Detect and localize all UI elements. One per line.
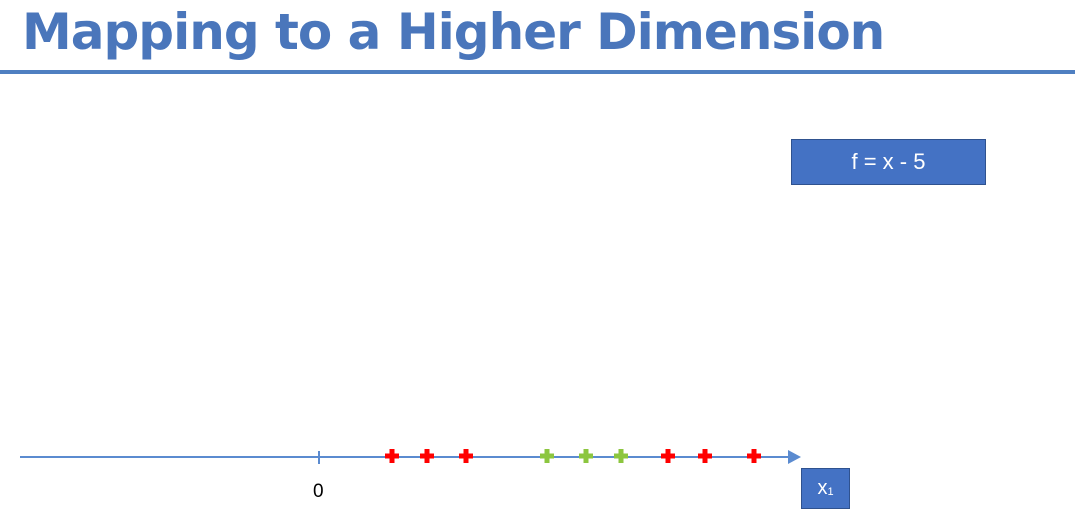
red-plus-point [420,449,434,463]
slide-title: Mapping to a Higher Dimension [22,3,885,61]
points-layer [385,449,761,463]
red-plus-point [385,449,399,463]
formula-box: f = x - 5 [791,139,986,185]
title-underline [0,70,1075,74]
x-axis-arrowhead [788,450,801,464]
axis-label-main: x [817,477,828,499]
green-plus-point [579,449,593,463]
red-plus-point [698,449,712,463]
red-plus-point [459,449,473,463]
red-plus-point [747,449,761,463]
red-plus-point [661,449,675,463]
axis-label-subscript: 1 [827,485,834,498]
green-plus-point [614,449,628,463]
zero-tick-label: 0 [313,481,324,502]
green-plus-point [540,449,554,463]
formula-label: f = x - 5 [851,149,926,174]
